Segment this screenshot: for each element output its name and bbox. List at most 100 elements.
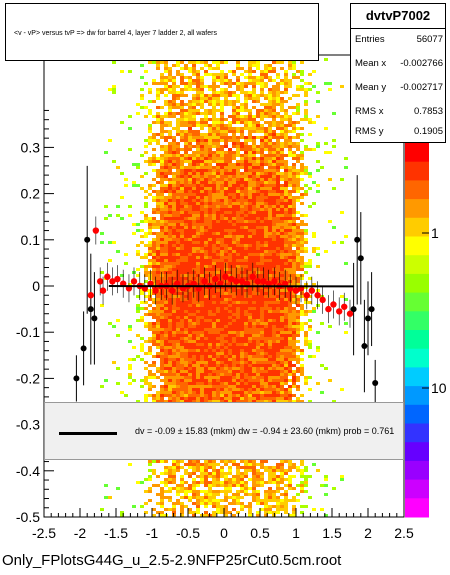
heat-cell <box>172 472 176 475</box>
heat-cell <box>212 472 216 475</box>
heat-cell <box>184 367 188 370</box>
heat-cell <box>240 193 244 196</box>
heat-cell <box>176 247 180 250</box>
heat-cell <box>284 295 288 298</box>
heat-cell <box>248 394 252 397</box>
heat-cell <box>288 364 292 367</box>
heat-cell <box>180 400 184 403</box>
heat-cell <box>288 349 292 352</box>
heat-cell <box>184 472 188 475</box>
heat-cell <box>160 292 164 295</box>
heat-cell <box>228 157 232 160</box>
heat-cell <box>256 160 260 163</box>
heat-cell <box>172 352 176 355</box>
heat-cell <box>184 133 188 136</box>
heat-cell <box>288 340 292 343</box>
heat-cell <box>276 205 280 208</box>
heat-cell <box>192 154 196 157</box>
heat-cell <box>276 310 280 313</box>
heat-cell <box>228 511 232 514</box>
heat-cell <box>224 196 228 199</box>
heat-cell <box>232 292 236 295</box>
heat-cell <box>188 79 192 82</box>
heat-cell <box>196 193 200 196</box>
heat-cell <box>268 247 272 250</box>
heat-cell <box>276 127 280 130</box>
heat-cell <box>176 61 180 64</box>
heat-cell <box>260 160 264 163</box>
heat-cell <box>208 295 212 298</box>
heat-cell <box>168 232 172 235</box>
heat-cell <box>248 220 252 223</box>
heat-cell <box>208 88 212 91</box>
heat-cell <box>168 286 172 289</box>
heat-cell <box>180 253 184 256</box>
heat-cell <box>152 160 156 163</box>
heat-cell <box>196 121 200 124</box>
heat-cell <box>172 247 176 250</box>
heat-cell <box>164 361 168 364</box>
heat-cell <box>192 163 196 166</box>
heat-cell <box>248 322 252 325</box>
heat-cell <box>268 181 272 184</box>
heat-cell <box>224 169 228 172</box>
heat-cell <box>260 76 264 79</box>
heat-cell <box>248 391 252 394</box>
heat-cell <box>256 514 260 517</box>
heat-cell <box>276 169 280 172</box>
heat-cell <box>236 478 240 481</box>
heat-cell <box>248 139 252 142</box>
heat-cell <box>292 292 296 295</box>
heat-cell <box>232 268 236 271</box>
heat-cell <box>168 508 172 511</box>
heat-cell <box>156 199 160 202</box>
heat-cell <box>256 511 260 514</box>
heat-cell <box>196 355 200 358</box>
heat-cell <box>292 124 296 127</box>
heat-cell <box>256 232 260 235</box>
heat-cell <box>176 70 180 73</box>
heat-cell <box>152 280 156 283</box>
heat-cell <box>256 175 260 178</box>
heat-cell <box>188 400 192 403</box>
heat-cell <box>172 292 176 295</box>
heat-cell <box>268 97 272 100</box>
heat-cell <box>208 139 212 142</box>
heat-cell <box>156 319 160 322</box>
heat-cell <box>220 508 224 511</box>
heat-cell <box>188 484 192 487</box>
heat-cell <box>284 376 288 379</box>
heat-cell <box>272 166 276 169</box>
heat-cell <box>248 478 252 481</box>
heat-cell <box>284 181 288 184</box>
heat-cell <box>216 331 220 334</box>
heat-cell <box>204 316 208 319</box>
heat-cell <box>192 220 196 223</box>
heat-cell <box>212 496 216 499</box>
heat-cell <box>164 490 168 493</box>
heat-cell <box>188 76 192 79</box>
heat-cell <box>236 484 240 487</box>
heat-cell <box>164 157 168 160</box>
heat-cell <box>268 373 272 376</box>
heat-cell <box>160 271 164 274</box>
heat-cell <box>276 250 280 253</box>
heat-cell <box>240 229 244 232</box>
heat-cell <box>248 214 252 217</box>
heat-cell <box>288 118 292 121</box>
heat-cell <box>172 163 176 166</box>
heat-cell <box>284 511 288 514</box>
heat-cell <box>264 109 268 112</box>
heat-cell <box>240 142 244 145</box>
heat-cell <box>280 337 284 340</box>
heat-cell <box>184 277 188 280</box>
heat-cell <box>164 205 168 208</box>
heat-cell <box>232 334 236 337</box>
heat-cell <box>264 346 268 349</box>
heat-cell <box>244 271 248 274</box>
heat-cell <box>292 142 296 145</box>
heat-cell <box>284 298 288 301</box>
heat-cell <box>152 337 156 340</box>
heat-cell <box>268 250 272 253</box>
heat-cell <box>212 283 216 286</box>
